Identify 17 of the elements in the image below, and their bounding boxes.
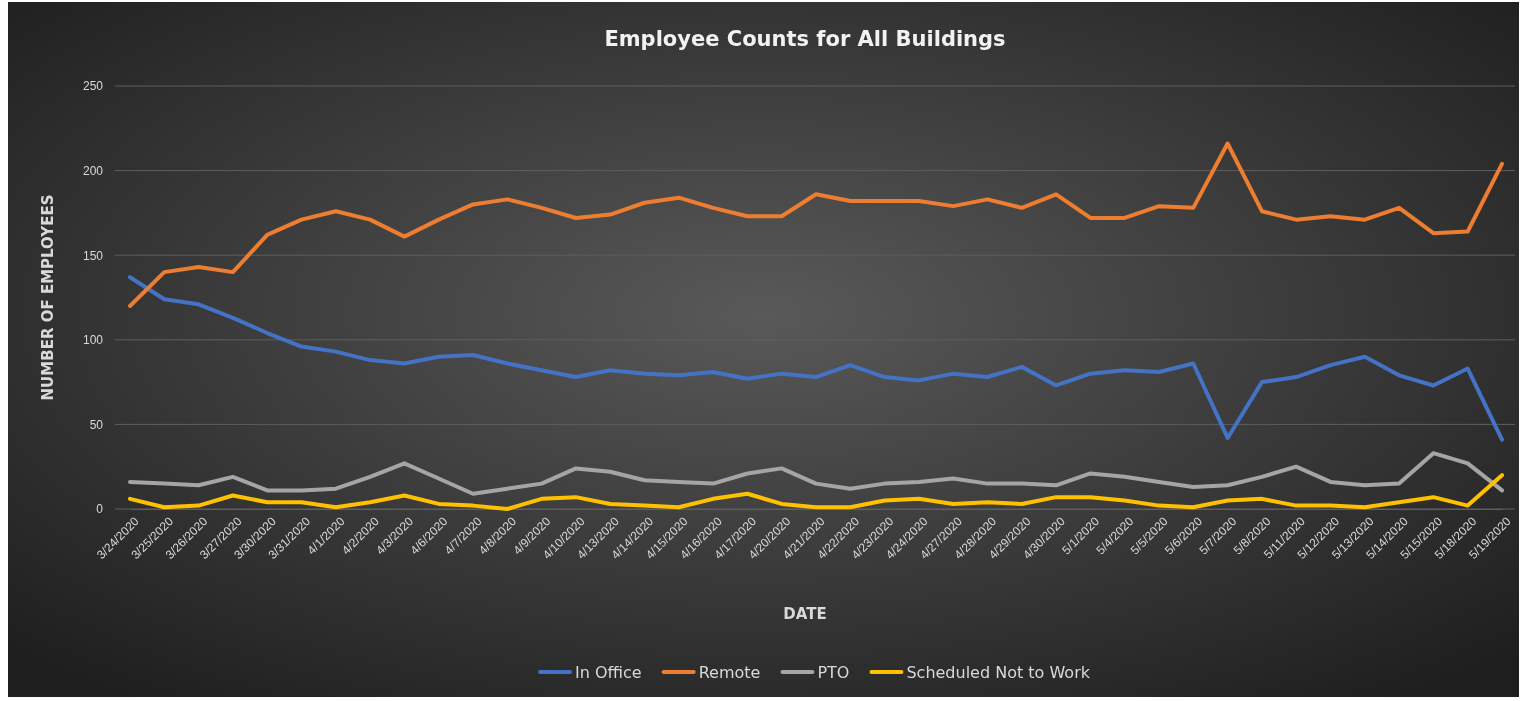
line-series [128,141,1504,308]
legend-label: Scheduled Not to Work [906,663,1091,682]
line-series [128,473,1504,511]
line-series [128,275,1504,442]
y-tick-label: 150 [82,248,104,263]
y-tick-label: 250 [82,79,104,94]
chart-title: Employee Counts for All Buildings [604,27,1006,51]
y-tick-label: 0 [96,502,104,517]
y-tick-label: 100 [82,333,104,348]
x-axis-title: DATE [783,605,827,623]
y-tick-label: 200 [82,163,104,178]
y-tick-label: 50 [89,417,104,432]
y-axis-title: NUMBER OF EMPLOYEES [39,194,57,401]
legend-label: Remote [698,663,761,682]
line-series [128,451,1504,496]
legend-label: PTO [817,663,850,682]
legend-label: In Office [575,663,642,682]
